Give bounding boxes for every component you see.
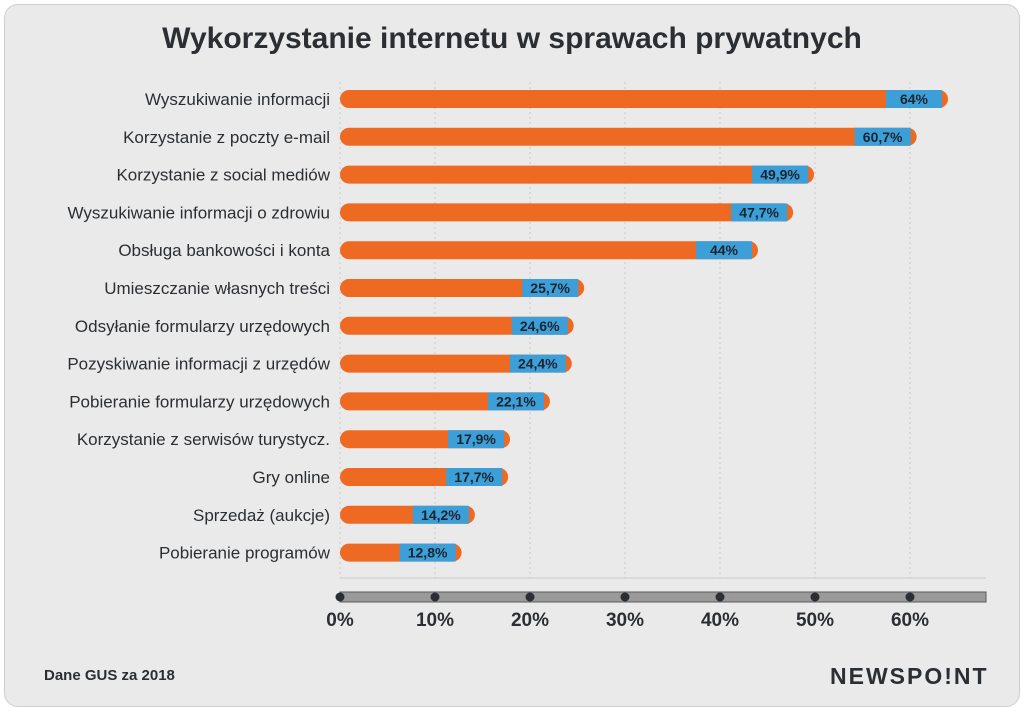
x-tick-dot [620,592,630,602]
bar [340,90,948,108]
category-label: Pobieranie formularzy urzędowych [69,392,330,411]
x-tick-dot [810,592,820,602]
category-label: Odsyłanie formularzy urzędowych [75,317,330,336]
data-label-bg [731,203,788,222]
data-label-bg [511,316,568,335]
x-tick-label: 60% [891,610,929,631]
data-label: 22,1% [496,393,536,409]
x-tick-dot [715,592,725,602]
data-label: 12,8% [408,545,448,561]
category-label: Wyszukiwanie informacji [145,90,330,109]
data-label-bg [399,543,456,562]
brand-logo: NEWSPO!NT [830,663,989,689]
data-label-bg [752,165,809,184]
data-label: 60,7% [863,129,903,145]
x-tick-label: 0% [326,610,354,631]
bar [340,127,917,146]
data-label-bg [412,505,469,524]
x-tick-dot [905,592,915,602]
category-label: Gry online [253,468,330,487]
source-note: Dane GUS za 2018 [44,667,175,684]
data-label-bg [509,354,566,373]
category-label: Korzystanie z serwisów turystycz. [77,430,330,449]
data-label: 44% [710,242,739,258]
data-label: 25,7% [530,280,570,296]
data-label-bg [448,430,505,449]
x-tick-label: 30% [606,610,644,631]
data-label: 17,7% [454,469,494,485]
data-label: 14,2% [421,507,461,523]
data-label: 24,4% [518,356,558,372]
data-label-bg [522,279,579,297]
category-label: Pozyskiwanie informacji z urzędów [67,355,330,374]
data-label: 17,9% [456,431,496,447]
data-label-bg [696,241,752,260]
bar [340,241,758,260]
data-label-bg [886,90,942,108]
data-label: 49,9% [760,167,800,183]
chart-title: Wykorzystanie internetu w sprawach prywa… [162,22,862,55]
data-label: 47,7% [739,204,779,220]
category-label: Pobieranie programów [159,544,331,563]
category-label: Korzystanie z social mediów [116,166,330,185]
x-tick-dot [335,592,345,602]
x-tick-label: 50% [796,610,834,631]
category-label: Korzystanie z poczty e-mail [123,128,330,147]
data-label: 64% [900,91,929,107]
x-tick-dot [525,592,535,602]
data-label-bg [854,127,911,146]
x-tick-label: 10% [416,610,454,631]
category-label: Wyszukiwanie informacji o zdrowiu [68,203,331,222]
x-tick-label: 40% [701,610,739,631]
data-label: 24,6% [520,318,560,334]
bar [340,165,815,184]
x-tick-label: 20% [511,610,549,631]
category-label: Obsługa bankowości i konta [118,241,330,260]
bar [340,203,794,222]
x-tick-dot [430,592,440,602]
category-label: Umieszczanie własnych treści [104,279,330,298]
data-label-bg [446,468,503,486]
data-label-bg [487,392,544,411]
category-label: Sprzedaż (aukcje) [193,506,330,525]
